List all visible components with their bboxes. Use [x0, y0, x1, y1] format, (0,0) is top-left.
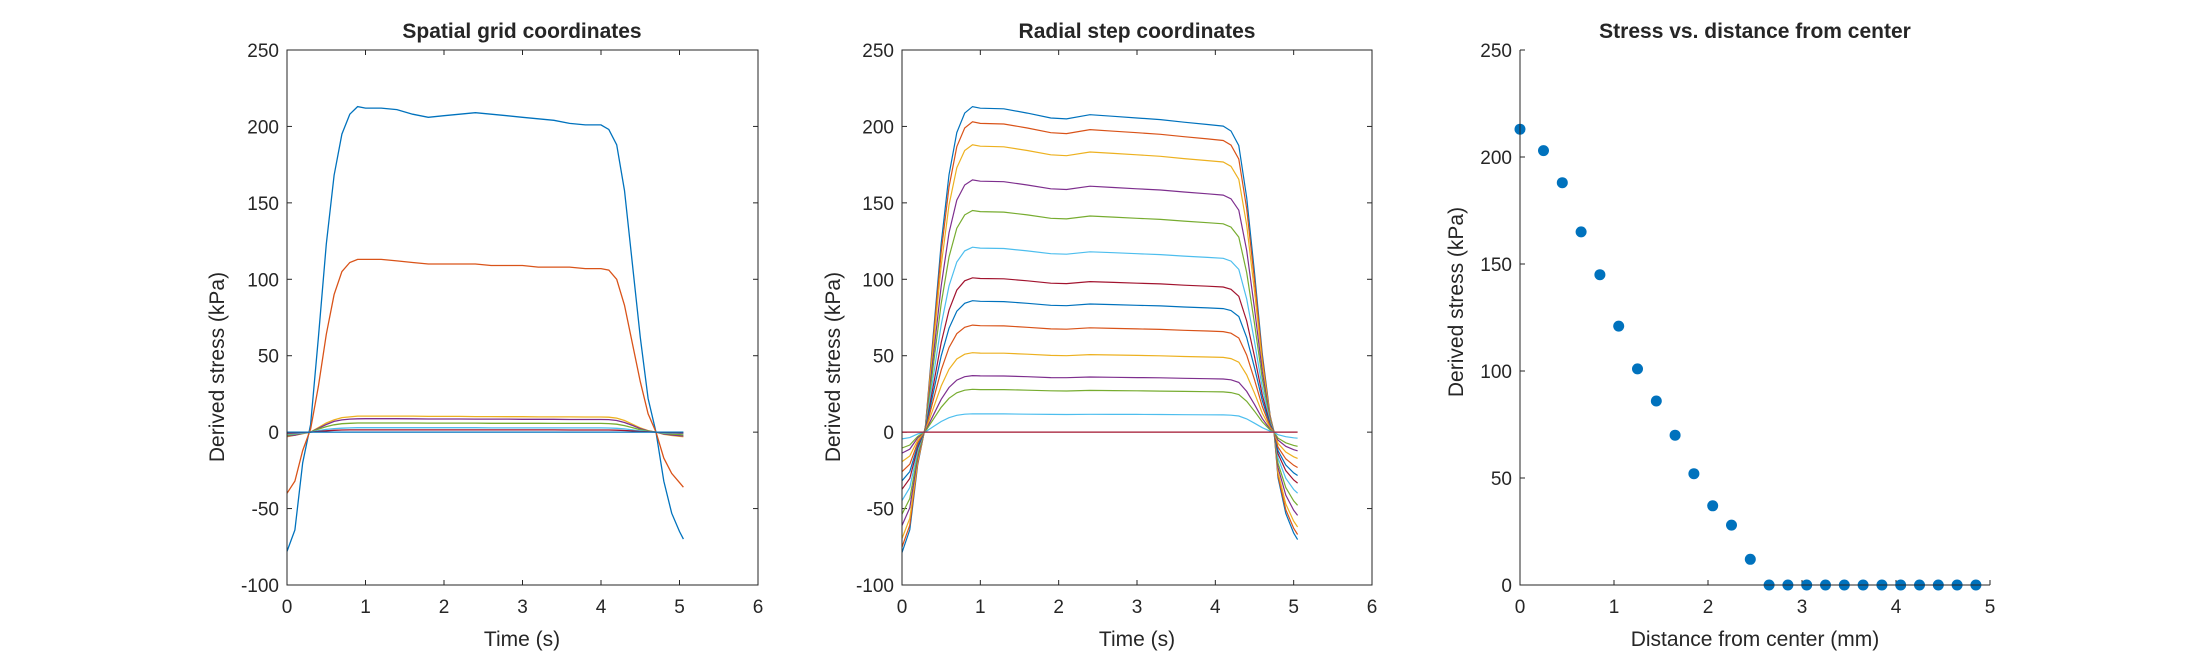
- scatter-point: [1726, 519, 1737, 531]
- scatter-point: [1707, 500, 1719, 512]
- y-axis-label: Derived stress (kPa): [206, 272, 229, 462]
- y-tick-label: -100: [856, 576, 894, 597]
- axes-box: [901, 49, 1373, 586]
- x-tick-label: 1: [360, 597, 371, 618]
- scatter-point: [1669, 429, 1681, 441]
- series-line: [901, 374, 1298, 454]
- axis-ticks: 0 1 2 3 4 5 6 -100 -50 0 50 100 150 200 250: [856, 41, 1377, 618]
- axis-ticks: 0 1 2 3 4 5 6 -100 -50 0 50 100 150 200 250: [241, 41, 763, 618]
- y-tick-label: 200: [1480, 148, 1512, 169]
- series-line: [901, 413, 1298, 440]
- series-line: [901, 121, 1299, 548]
- series-line: [901, 388, 1298, 449]
- panel-radial-step: Radial step coordinates Derived stress (…: [822, 20, 1377, 651]
- x-tick-label: 0: [897, 597, 908, 618]
- y-tick-label: 100: [862, 270, 894, 291]
- x-tick-label: 3: [517, 597, 528, 618]
- axes-box: [286, 49, 759, 586]
- y-tick-label: 150: [862, 194, 894, 215]
- x-axis-label: Distance from center (mm): [1631, 628, 1880, 651]
- panel-spatial-grid: Spatial grid coordinates Derived stress …: [206, 20, 763, 651]
- y-tick-label: 200: [862, 117, 894, 138]
- chart-title: Spatial grid coordinates: [402, 20, 641, 43]
- y-tick-label: 200: [247, 117, 279, 138]
- y-tick-label: -50: [252, 500, 279, 521]
- y-tick-label: -50: [867, 500, 894, 521]
- series-line: [901, 144, 1299, 539]
- y-tick-label: 0: [883, 423, 894, 444]
- scatter-point: [1650, 395, 1662, 407]
- axes-spines: [1519, 50, 1990, 586]
- series-line: [901, 324, 1298, 473]
- x-tick-label: 6: [1367, 597, 1378, 618]
- series-line: [286, 105, 684, 552]
- x-tick-label: 1: [975, 597, 986, 618]
- series-line: [901, 179, 1299, 526]
- scatter-point: [1556, 177, 1568, 189]
- x-tick-label: 0: [1515, 597, 1526, 618]
- x-tick-label: 0: [282, 597, 293, 618]
- series-line: [901, 300, 1298, 482]
- y-tick-label: 0: [268, 423, 279, 444]
- y-tick-label: -100: [241, 576, 279, 597]
- series-line: [286, 418, 684, 437]
- scatter-point: [1688, 468, 1700, 480]
- panel-stress-vs-distance: Stress vs. distance from center Derived …: [1445, 20, 1995, 651]
- y-tick-label: 0: [1501, 576, 1512, 597]
- x-tick-label: 2: [439, 597, 450, 618]
- x-tick-label: 4: [596, 597, 607, 618]
- x-tick-label: 3: [1797, 597, 1808, 618]
- series-line: [901, 246, 1299, 501]
- y-tick-label: 50: [258, 347, 279, 368]
- y-axis-label: Derived stress (kPa): [1445, 207, 1468, 397]
- x-tick-label: 4: [1210, 597, 1221, 618]
- chart-title: Stress vs. distance from center: [1599, 20, 1911, 43]
- plot-marks: [286, 105, 684, 552]
- scatter-point: [1594, 269, 1606, 281]
- x-tick-label: 5: [1288, 597, 1299, 618]
- y-tick-label: 100: [247, 270, 279, 291]
- y-tick-label: 150: [1480, 255, 1512, 276]
- x-tick-label: 6: [753, 597, 764, 618]
- y-tick-label: 100: [1480, 362, 1512, 383]
- series-line: [901, 277, 1298, 490]
- y-tick-label: 150: [247, 194, 279, 215]
- y-tick-label: 50: [1491, 469, 1512, 490]
- y-tick-label: 250: [247, 41, 279, 62]
- y-tick-label: 250: [862, 41, 894, 62]
- x-tick-label: 2: [1053, 597, 1064, 618]
- series-line: [901, 352, 1298, 463]
- scatter-point: [1613, 320, 1625, 332]
- series-line: [901, 209, 1299, 515]
- plot-marks: [901, 105, 1299, 553]
- x-tick-label: 1: [1609, 597, 1620, 618]
- x-tick-label: 5: [1985, 597, 1996, 618]
- x-axis-label: Time (s): [1099, 628, 1175, 651]
- chart-title: Radial step coordinates: [1019, 20, 1256, 43]
- x-tick-label: 2: [1703, 597, 1714, 618]
- scatter-point: [1744, 553, 1756, 565]
- y-tick-label: 50: [873, 347, 894, 368]
- y-tick-label: 250: [1480, 41, 1512, 62]
- y-axis-label: Derived stress (kPa): [822, 272, 845, 462]
- series-line: [286, 258, 684, 494]
- scatter-point: [1538, 145, 1549, 157]
- x-tick-label: 5: [674, 597, 685, 618]
- x-tick-label: 3: [1132, 597, 1143, 618]
- plot-marks: [1514, 123, 1982, 591]
- scatter-point: [1632, 363, 1643, 375]
- series-line: [286, 422, 684, 436]
- x-tick-label: 4: [1891, 597, 1902, 618]
- x-axis-label: Time (s): [484, 628, 560, 651]
- scatter-point: [1575, 226, 1587, 238]
